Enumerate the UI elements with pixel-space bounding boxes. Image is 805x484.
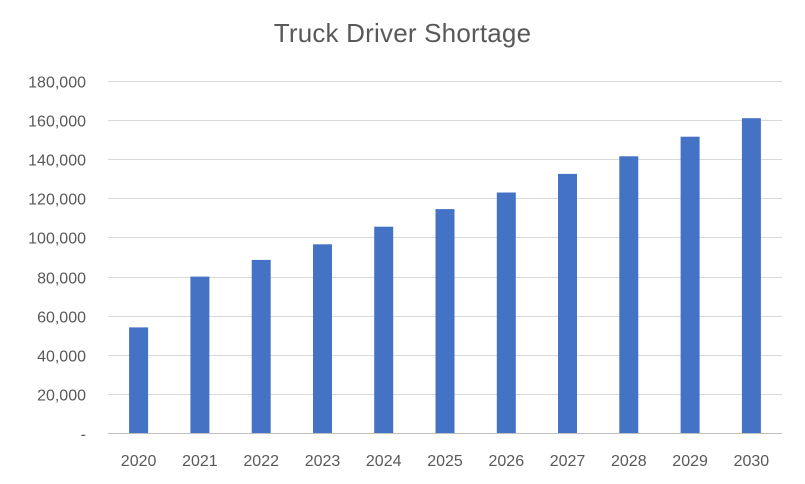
bar-2024 bbox=[374, 226, 394, 433]
y-tick-label: 120,000 bbox=[28, 192, 86, 209]
bar-2028 bbox=[619, 156, 639, 434]
x-tick-label: 2020 bbox=[121, 453, 157, 470]
x-tick-label: 2022 bbox=[243, 453, 279, 470]
bar-2021 bbox=[190, 276, 210, 433]
bar-2030 bbox=[741, 118, 761, 433]
bar-2026 bbox=[496, 192, 516, 433]
y-tick-label: 20,000 bbox=[37, 388, 86, 405]
bar-2023 bbox=[313, 244, 332, 433]
y-axis-tick-labels: - 20,000 40,000 60,000 80,000 100,000 120,000 1… bbox=[28, 75, 86, 444]
bar-layer bbox=[129, 118, 761, 434]
x-tick-label: 2028 bbox=[611, 453, 647, 470]
x-tick-label: 2026 bbox=[489, 453, 525, 470]
x-tick-label: 2021 bbox=[182, 453, 218, 470]
x-axis-tick-labels: 2020 2021 2022 2023 2024 2025 2026 2027 2028 2029… bbox=[121, 453, 769, 470]
x-tick-label: 2024 bbox=[366, 453, 402, 470]
bar-2027 bbox=[558, 173, 577, 433]
y-tick-label: 160,000 bbox=[28, 114, 86, 131]
y-tick-label: 40,000 bbox=[37, 349, 86, 366]
y-tick-label: - bbox=[81, 427, 86, 444]
x-tick-label: 2027 bbox=[550, 453, 586, 470]
x-tick-label: 2025 bbox=[427, 453, 463, 470]
y-tick-label: 80,000 bbox=[37, 271, 86, 288]
x-tick-label: 2030 bbox=[734, 453, 770, 470]
x-tick-label: 2023 bbox=[305, 453, 341, 470]
y-tick-label: 60,000 bbox=[37, 310, 86, 327]
bar-2029 bbox=[680, 136, 700, 433]
y-tick-label: 140,000 bbox=[28, 153, 86, 170]
bar-2025 bbox=[435, 209, 455, 433]
bar-2022 bbox=[251, 259, 271, 433]
y-tick-label: 180,000 bbox=[28, 75, 86, 92]
bar-2020 bbox=[129, 327, 149, 433]
x-tick-label: 2029 bbox=[672, 453, 708, 470]
y-tick-label: 100,000 bbox=[28, 231, 86, 248]
chart-title: Truck Driver Shortage bbox=[273, 18, 532, 48]
